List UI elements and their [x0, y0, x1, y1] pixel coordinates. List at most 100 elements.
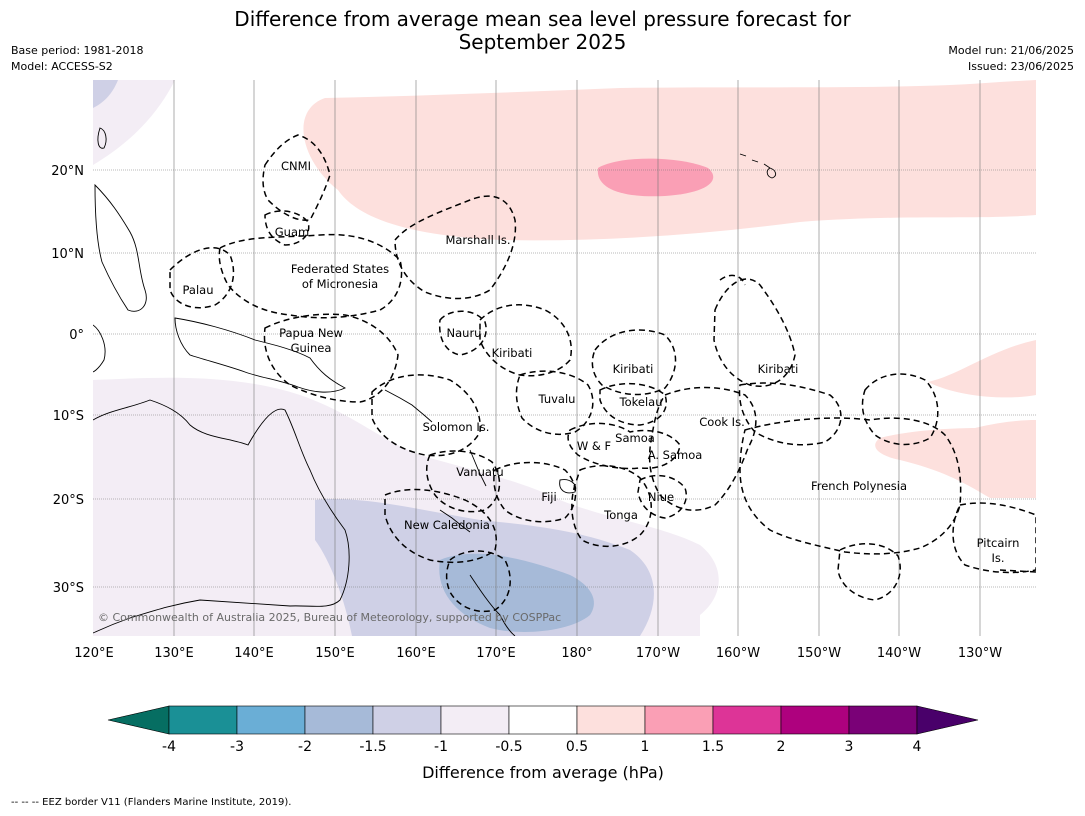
lat-label-30s: 30°S — [53, 581, 84, 596]
eez-new-caledonia — [384, 488, 497, 564]
colorbar-tick-9: 2 — [777, 739, 786, 755]
label-cnmi: CNMI — [281, 159, 311, 173]
colorbar-tick-11: 4 — [913, 739, 922, 755]
colorbar-swatch-1 — [236, 705, 306, 735]
label-wallis-futuna: W & F — [577, 439, 611, 453]
colorbar-tick-6: 0.5 — [566, 739, 588, 755]
eez-vanuatu — [425, 450, 501, 513]
map-labels: CNMI Guam Marshall Is. Palau Federated S… — [183, 159, 1020, 565]
eez-cook — [648, 386, 757, 511]
eez-footnote: -- -- -- EEZ border V11 (Flanders Marine… — [11, 797, 292, 808]
longitude-labels: 120°E 130°E 140°E 150°E 160°E 170°E 180°… — [74, 646, 1002, 661]
label-american-samoa: A. Samoa — [648, 448, 703, 462]
eez-kiribati-east-2 — [738, 382, 842, 446]
eez-borders — [169, 134, 1036, 613]
eez-solomon — [371, 374, 481, 457]
colorbar-tick-3: -1.5 — [359, 739, 386, 755]
label-samoa: Samoa — [615, 431, 655, 445]
eez-pitcairn — [952, 502, 1036, 574]
colorbar-swatch-8 — [712, 705, 782, 735]
anomaly-region-pink-east-2 — [875, 420, 1036, 498]
coast-vanuatu — [469, 449, 487, 487]
colorbar-swatch-0 — [168, 705, 238, 735]
eez-tonga — [571, 464, 652, 548]
label-pitcairn-line1: Pitcairn — [977, 536, 1020, 550]
eez-cnmi — [262, 134, 331, 221]
label-kiribati-central: Kiribati — [613, 362, 654, 376]
eez-french-polynesia — [739, 417, 962, 555]
graticule — [93, 80, 1036, 636]
copyright-notice: © Commonwealth of Australia 2025, Bureau… — [98, 611, 561, 624]
label-new-caledonia: New Caledonia — [404, 518, 490, 532]
colorbar-tick-1: -3 — [230, 739, 244, 755]
lat-label-10n: 10°N — [51, 247, 84, 262]
coast-philippines — [94, 183, 147, 312]
lon-label-150w: 150°W — [797, 646, 841, 661]
lon-label-160w: 160°W — [716, 646, 760, 661]
colorbar-swatch-2 — [304, 705, 374, 735]
colorbar-swatch-4 — [440, 705, 510, 735]
label-palau: Palau — [183, 283, 214, 297]
title-line-1: Difference from average mean sea level p… — [234, 7, 851, 31]
label-nauru: Nauru — [447, 326, 482, 340]
colorbar-swatch-6 — [576, 705, 646, 735]
colorbar-high-extend — [916, 705, 979, 735]
label-tuvalu: Tuvalu — [538, 392, 576, 406]
lon-label-170e: 170°E — [476, 646, 516, 661]
eez-wallis-futuna-samoa — [567, 422, 681, 470]
lon-label-120e: 120°E — [74, 646, 114, 661]
label-pitcairn-line2: Is. — [991, 551, 1004, 565]
label-cook-islands: Cook Is. — [699, 415, 744, 429]
eez-norfolk — [445, 550, 511, 613]
eez-east-edge — [999, 569, 1036, 573]
eez-niue — [637, 474, 687, 519]
lon-label-160e: 160°E — [396, 646, 436, 661]
label-png-line2: Guinea — [291, 341, 332, 355]
meta-left: Base period: 1981-2018 Model: ACCESS-S2 — [11, 43, 143, 75]
lon-label-130e: 130°E — [154, 646, 194, 661]
model-name: Model: ACCESS-S2 — [11, 60, 113, 73]
chart-title: Difference from average mean sea level p… — [0, 8, 1085, 54]
label-marshall-islands: Marshall Is. — [445, 233, 510, 247]
lon-label-140e: 140°E — [234, 646, 274, 661]
label-tonga: Tonga — [603, 508, 638, 522]
colorbar-swatch-5 — [508, 705, 578, 735]
eez-tokelau — [599, 382, 667, 426]
issued-date: Issued: 23/06/2025 — [967, 60, 1074, 73]
label-kiribati-east: Kiribati — [758, 362, 799, 376]
anomaly-region-light-purple-nw — [93, 80, 175, 165]
label-vanuatu: Vanuatu — [456, 465, 503, 479]
eez-kiribati-west — [479, 304, 572, 377]
colorbar-tick-4: -1 — [434, 739, 448, 755]
colorbar-title: Difference from average (hPa) — [422, 763, 664, 782]
eez-guam — [264, 210, 310, 246]
meta-right: Model run: 21/06/2025 Issued: 23/06/2025 — [948, 43, 1074, 75]
label-fiji: Fiji — [541, 490, 556, 504]
anomaly-region-rose-north — [597, 158, 714, 197]
colorbar-tick-2: -2 — [298, 739, 312, 755]
colorbar-tick-8: 1.5 — [702, 739, 724, 755]
coastlines — [93, 127, 777, 636]
eez-png — [263, 313, 399, 403]
colorbar-swatch-3 — [372, 705, 442, 735]
coast-taiwan — [97, 127, 107, 149]
eez-kiribati-east — [713, 278, 796, 387]
label-kiribati-west: Kiribati — [492, 346, 533, 360]
coast-solomon — [384, 389, 433, 423]
colorbar-tick-7: 1 — [641, 739, 650, 755]
colorbar-tick-5: -0.5 — [495, 739, 522, 755]
lat-label-10s: 10°S — [53, 409, 84, 424]
label-guam: Guam — [275, 225, 309, 239]
colorbar-swatch-7 — [644, 705, 714, 735]
colorbar-swatch-9 — [780, 705, 850, 735]
eez-south-loop — [837, 543, 901, 601]
lon-label-150e: 150°E — [315, 646, 355, 661]
colorbar-tick-0: -4 — [162, 739, 176, 755]
title-line-2: September 2025 — [458, 30, 627, 54]
model-run: Model run: 21/06/2025 — [948, 44, 1074, 57]
base-period: Base period: 1981-2018 — [11, 44, 144, 57]
colorbar: -4 -3 -2 -1.5 -1 -0.5 0.5 1 1.5 2 3 4 Difference fr… — [107, 705, 979, 782]
coast-new-guinea — [174, 317, 347, 393]
eez-fiji — [493, 461, 577, 523]
